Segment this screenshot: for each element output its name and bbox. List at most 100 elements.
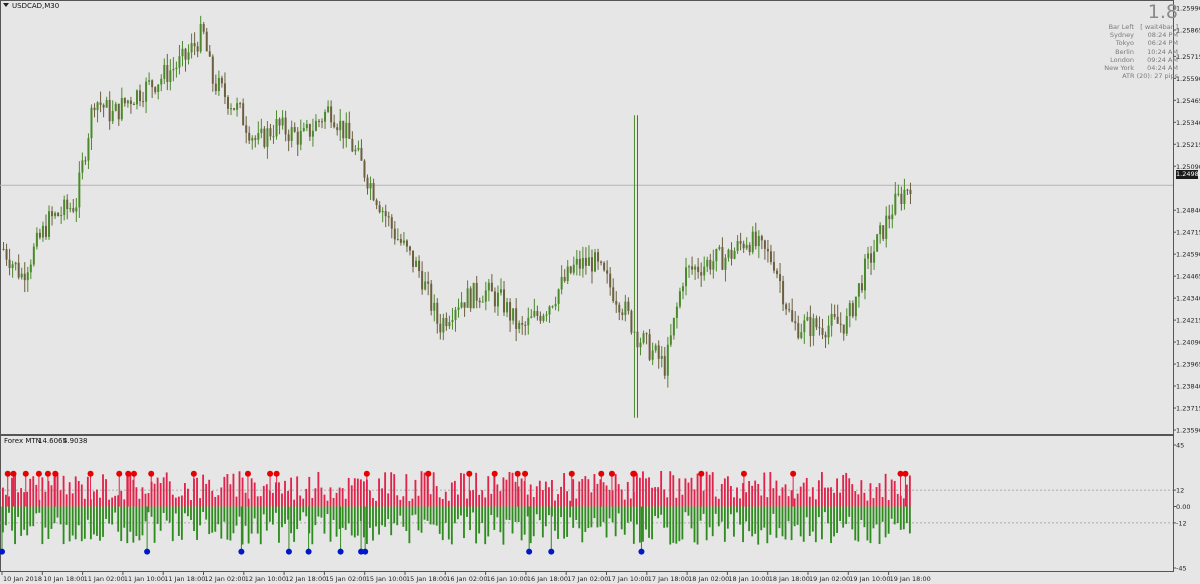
candle-body <box>487 282 490 291</box>
signal-dot-top <box>190 470 197 477</box>
histogram-bar-negative <box>538 506 541 521</box>
histogram-bar-negative <box>626 506 629 523</box>
histogram-bar-positive <box>438 497 441 507</box>
histogram-bar-positive <box>271 492 274 507</box>
histogram-bar-negative <box>696 506 699 545</box>
histogram-bar-positive <box>660 470 663 507</box>
histogram-bar-positive <box>393 474 396 507</box>
candle-body <box>129 100 132 105</box>
histogram-bar-negative <box>860 506 863 521</box>
histogram-bar-positive <box>851 484 854 507</box>
histogram-bar-negative <box>396 506 399 526</box>
histogram-bar-positive <box>457 494 459 507</box>
histogram-bar-positive <box>341 488 344 507</box>
indicator-chart[interactable]: 45 12 0.00 -12 -45 Forex MTN 14.6065 4.9038 <box>0 435 1200 572</box>
histogram-bar-positive <box>329 487 332 507</box>
histogram-bar-negative <box>808 506 811 536</box>
candle-body <box>290 127 293 141</box>
histogram-bar-positive <box>253 482 256 507</box>
histogram-bar-positive <box>50 485 53 507</box>
histogram-bar-negative <box>869 506 872 544</box>
histogram-bar-positive <box>463 473 465 507</box>
histogram-bar-negative <box>805 506 808 518</box>
histogram-bar-positive <box>572 479 575 507</box>
histogram-bar-positive <box>763 472 766 507</box>
histogram-bar-positive <box>41 477 44 507</box>
candle-body <box>624 301 627 315</box>
histogram-bar-negative <box>250 506 253 534</box>
histogram-bar-positive <box>511 472 514 507</box>
histogram-bar-positive <box>396 495 399 507</box>
indicator-tick-label: 45 <box>1176 442 1184 450</box>
histogram-bar-negative <box>335 506 338 537</box>
histogram-bar-positive <box>305 488 308 507</box>
candle-body <box>463 302 466 308</box>
candle-body <box>11 264 14 269</box>
histogram-bar-positive <box>684 478 687 507</box>
signal-dot-top <box>491 470 498 477</box>
histogram-bar-positive <box>487 476 490 507</box>
price-chart[interactable]: 1.25990 1.25865 1.25715 1.25590 1.25465 1.253… <box>0 0 1200 435</box>
histogram-bar-positive <box>338 487 341 507</box>
candle-body <box>211 56 214 84</box>
histogram-bar-positive <box>541 490 544 507</box>
histogram-bar-negative <box>180 506 183 540</box>
candle-body <box>639 342 642 348</box>
candle-body <box>469 288 472 309</box>
candle-body <box>633 331 636 333</box>
histogram-bar-negative <box>784 506 787 540</box>
histogram-bar-negative <box>657 506 660 519</box>
histogram-bar-positive <box>56 472 59 507</box>
candle-body <box>663 355 666 376</box>
histogram-bar-positive <box>760 495 763 507</box>
signal-dot-top <box>125 470 132 477</box>
histogram-bar-positive <box>608 489 611 507</box>
candle-body <box>539 315 542 321</box>
histogram-bar-negative <box>629 506 632 522</box>
info-row-value: 10:24 AM <box>1147 47 1178 56</box>
histogram-bar-positive <box>557 494 559 507</box>
histogram-bar-negative <box>596 506 599 528</box>
candle-body <box>187 52 190 60</box>
time-tick-label: 15 Jan 18:00 <box>406 575 447 583</box>
signal-dot-top <box>148 470 155 477</box>
candle-body <box>293 127 296 132</box>
histogram-bar-negative <box>887 506 890 534</box>
candle-body <box>551 306 554 308</box>
histogram-bar-positive <box>350 485 353 507</box>
candle-body <box>654 345 657 351</box>
histogram-bar-negative <box>899 506 902 530</box>
histogram-bar-negative <box>235 506 238 526</box>
indicator-tick-label: -45 <box>1176 565 1187 573</box>
histogram-bar-positive <box>705 471 708 507</box>
histogram-bar-negative <box>802 506 805 542</box>
histogram-bar-negative <box>11 506 13 531</box>
candle-body <box>384 211 387 217</box>
histogram-bar-negative <box>278 506 280 543</box>
histogram-bar-positive <box>265 484 268 507</box>
histogram-bar-negative <box>726 506 729 529</box>
triangle-down-icon[interactable] <box>3 3 9 7</box>
histogram-bar-positive <box>14 474 16 507</box>
histogram-bar-negative <box>308 506 311 534</box>
time-tick-label: 10 Jan 2018 <box>3 575 42 583</box>
candle-body <box>566 266 569 281</box>
candle-body <box>160 78 163 85</box>
histogram-bar-positive <box>657 487 660 507</box>
candle-body <box>754 231 757 247</box>
histogram-bar-negative <box>102 506 104 537</box>
histogram-bar-negative <box>493 506 496 530</box>
histogram-bar-negative <box>387 506 390 520</box>
histogram-bar-negative <box>190 506 192 520</box>
info-row: Berlin 10:24 AM <box>1068 48 1178 56</box>
candle-body <box>621 312 624 315</box>
histogram-bar-positive <box>171 494 174 507</box>
candle-body <box>248 132 251 141</box>
histogram-bar-negative <box>150 506 153 517</box>
histogram-bar-negative <box>824 506 826 513</box>
candle-body <box>809 316 812 337</box>
histogram-bar-negative <box>508 506 511 520</box>
signal-dot-top <box>790 470 797 477</box>
price-axis: 1.25990 1.25865 1.25715 1.25590 1.25465 1.253… <box>1173 5 1200 435</box>
histogram-bar-negative <box>590 506 593 528</box>
